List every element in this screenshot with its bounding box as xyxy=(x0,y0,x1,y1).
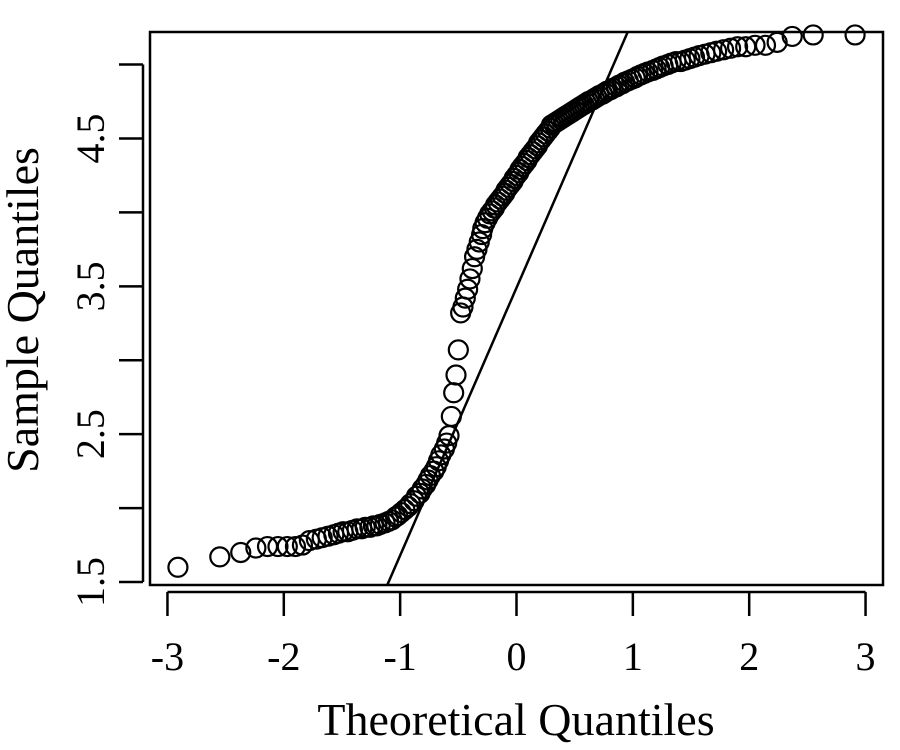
data-point xyxy=(459,268,481,290)
data-point xyxy=(230,541,252,564)
data-point xyxy=(167,556,189,578)
data-point xyxy=(276,535,298,558)
x-tick-label: 2 xyxy=(739,634,759,679)
data-point xyxy=(802,24,824,46)
plot-frame xyxy=(148,30,885,587)
x-tick-label: -3 xyxy=(151,634,184,679)
x-axis-title: Theoretical Quantiles xyxy=(317,694,714,745)
x-tick-label: -1 xyxy=(383,634,416,679)
y-tick-label: 3.5 xyxy=(68,261,113,311)
data-point xyxy=(443,382,465,404)
x-axis: -3 -2 -1 0 1 2 3 xyxy=(151,590,876,679)
x-tick-label: 0 xyxy=(507,634,527,679)
data-point xyxy=(766,31,788,53)
data-point xyxy=(744,34,766,56)
y-tick-label: 4.5 xyxy=(68,113,113,163)
data-point xyxy=(245,537,267,559)
data-point xyxy=(445,364,467,386)
data-point xyxy=(719,37,742,59)
data-point xyxy=(781,25,803,48)
data-point xyxy=(706,40,728,62)
data-point xyxy=(844,24,866,46)
data-point xyxy=(440,405,462,428)
data-point xyxy=(267,535,289,558)
data-point xyxy=(713,39,735,61)
data-point xyxy=(754,34,777,56)
y-tick-label: 1.5 xyxy=(68,557,113,607)
data-point xyxy=(447,339,469,361)
data-point xyxy=(454,287,476,309)
data-point xyxy=(284,535,307,558)
y-tick-label: 2.5 xyxy=(68,409,113,459)
data-point xyxy=(726,36,749,58)
x-tick-label: -2 xyxy=(267,634,300,679)
x-tick-label: 1 xyxy=(623,634,643,679)
y-axis-title: Sample Quantiles xyxy=(0,147,48,473)
data-point xyxy=(209,546,231,568)
x-tick-label: 3 xyxy=(856,634,876,679)
y-axis: 1.5 2.5 3.5 4.5 xyxy=(68,63,145,607)
points-layer xyxy=(167,24,866,578)
data-point xyxy=(461,257,483,280)
data-point xyxy=(457,278,479,300)
